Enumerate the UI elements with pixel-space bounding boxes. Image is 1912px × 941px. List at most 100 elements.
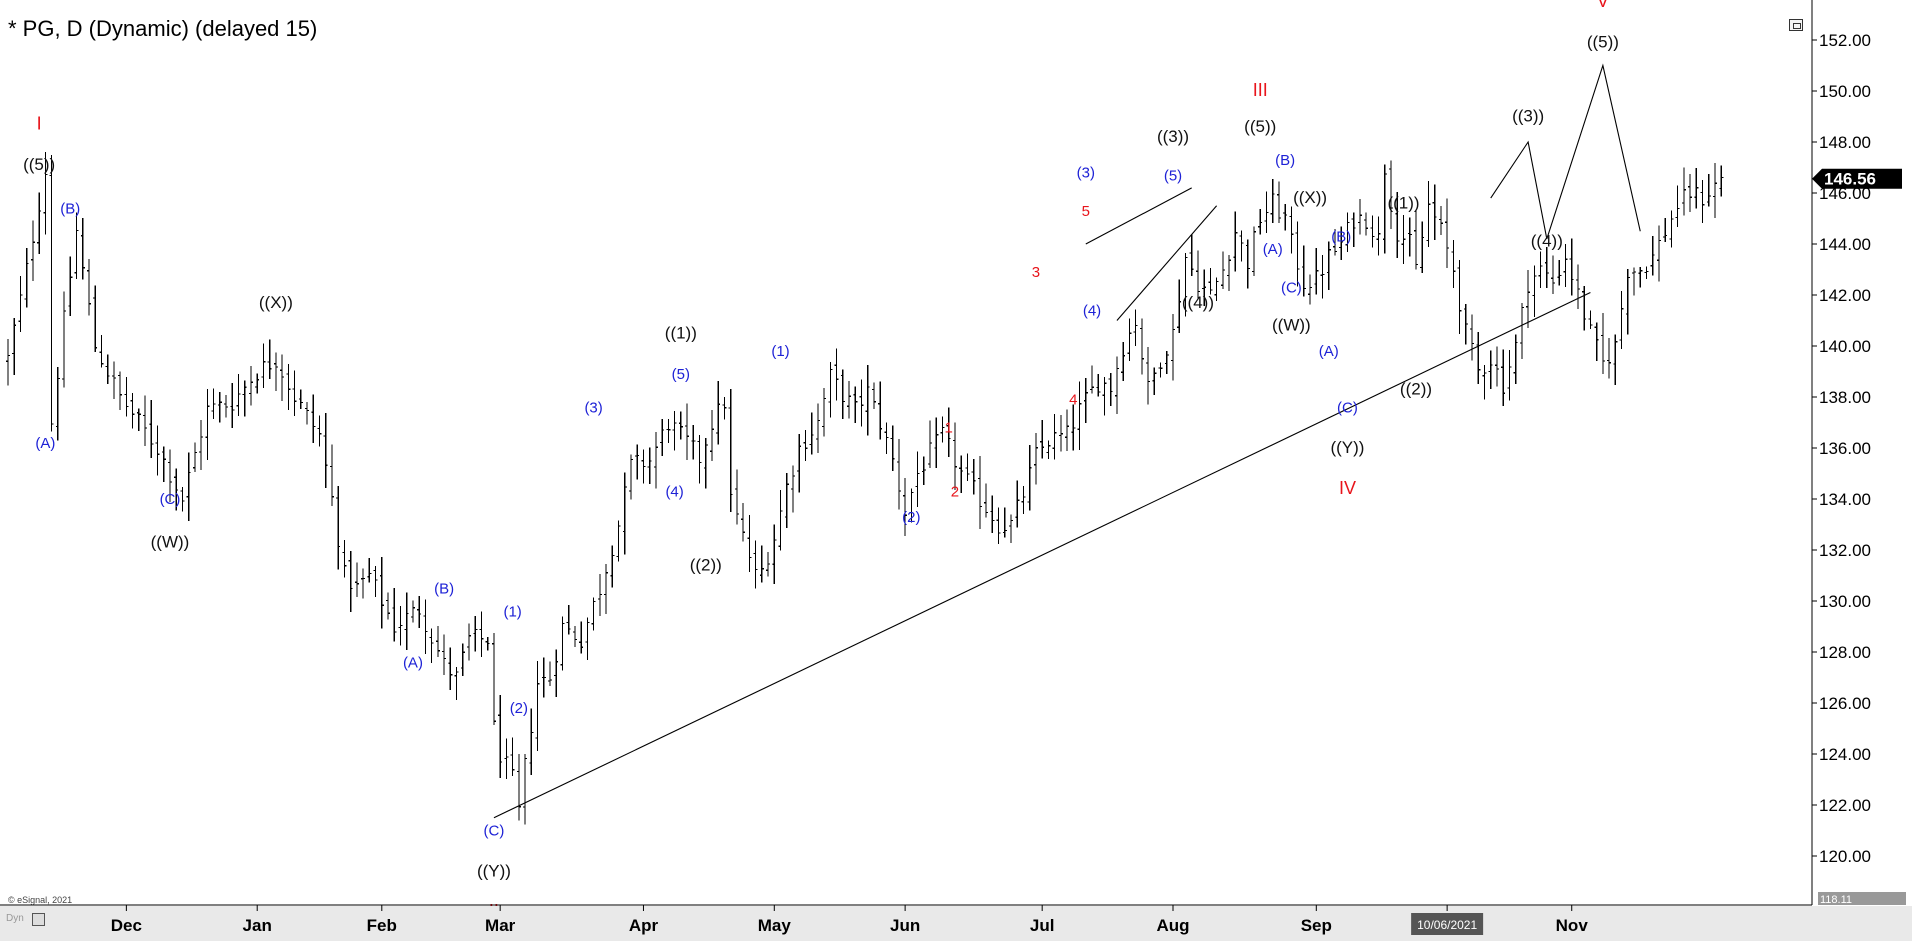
- last-price-marker: [1812, 168, 1902, 189]
- ohlc-bar: [1551, 255, 1556, 294]
- ohlc-bar: [1295, 221, 1300, 287]
- wave-label: (4): [665, 483, 683, 500]
- ohlc-bar: [149, 400, 154, 458]
- ohlc-bar: [523, 753, 528, 825]
- wave-label: ((1)): [1387, 193, 1419, 212]
- ohlc-bar: [1308, 274, 1313, 305]
- price-tick-label: 148.00: [1819, 133, 1871, 152]
- wave-label: (2): [902, 509, 920, 526]
- ohlc-bar: [199, 420, 204, 470]
- ohlc-bar: [429, 628, 434, 663]
- ohlc-bar: [1401, 215, 1406, 265]
- ohlc-bar: [161, 446, 166, 483]
- ohlc-bar: [716, 380, 721, 445]
- ohlc-bar: [1220, 251, 1225, 290]
- ohlc-bar: [136, 408, 141, 432]
- ohlc-bar: [840, 369, 845, 420]
- ohlc-bar: [585, 617, 590, 661]
- ohlc-bar: [80, 217, 85, 280]
- ohlc-bar: [554, 649, 559, 697]
- ohlc-bar: [1245, 239, 1250, 289]
- ohlc-bars: [6, 151, 1724, 825]
- ohlc-bar: [367, 558, 372, 583]
- time-tick-label: Mar: [485, 916, 516, 935]
- ohlc-bar: [591, 597, 596, 631]
- ohlc-bar: [1276, 181, 1281, 223]
- wave-trendlines: [493, 63, 1641, 819]
- ohlc-bar: [1139, 318, 1144, 375]
- time-tick-label: Sep: [1301, 916, 1332, 935]
- time-tick-label: Apr: [629, 916, 659, 935]
- dynamic-toggle-icon[interactable]: [32, 913, 45, 926]
- ohlc-bar: [130, 392, 135, 429]
- price-axis[interactable]: 120.00 122.00 124.00 126.00 128.00 130.00 132.…: [1811, 0, 1906, 906]
- diagonal-channel-line: [1085, 187, 1192, 245]
- ohlc-bar: [1289, 206, 1294, 254]
- wave-label: (A): [35, 435, 55, 452]
- ohlc-bar: [510, 737, 515, 777]
- ohlc-bar: [74, 212, 79, 279]
- wave-label: 5: [1082, 203, 1090, 220]
- ohlc-bar: [273, 352, 278, 391]
- ohlc-bar: [678, 411, 683, 440]
- ohlc-bar: [1202, 269, 1207, 306]
- ohlc-bar: [1413, 210, 1418, 270]
- ohlc-bar: [1420, 221, 1425, 273]
- ohlc-bar: [1071, 404, 1076, 451]
- time-tick-label: Aug: [1156, 916, 1189, 935]
- ohlc-bar: [1694, 168, 1699, 209]
- ohlc-bar: [1607, 338, 1612, 379]
- wave-label: (1): [503, 603, 521, 620]
- wave-label: (A): [403, 654, 423, 671]
- wave-label: ((X)): [259, 293, 293, 312]
- ohlc-bar: [379, 557, 384, 629]
- ohlc-bar: [417, 596, 422, 628]
- price-tick-label: 126.00: [1819, 694, 1871, 713]
- time-tick-label: Feb: [367, 916, 397, 935]
- ohlc-bar: [392, 587, 397, 642]
- wave-label: ((1)): [665, 323, 697, 342]
- time-tick-label: Jul: [1030, 916, 1055, 935]
- ohlc-bar: [1252, 226, 1256, 276]
- ohlc-bar: [1389, 160, 1394, 230]
- ohlc-bar: [317, 415, 322, 447]
- ohlc-bar: [111, 361, 116, 400]
- ohlc-bar: [747, 514, 752, 572]
- ohlc-bar: [1121, 342, 1126, 382]
- window-restore-icon[interactable]: [1789, 19, 1803, 31]
- plot-area[interactable]: [0, 0, 1812, 905]
- time-axis[interactable]: DecJanFebMarAprMayJunJulAugSepOctNov10/0…: [0, 904, 1912, 941]
- ohlc-bar: [1046, 440, 1051, 460]
- ohlc-bar: [410, 600, 415, 623]
- ohlc-bar: [1706, 174, 1711, 207]
- cursor-date-label: 10/06/2021: [1417, 918, 1477, 932]
- ohlc-bar: [1009, 514, 1014, 543]
- ohlc-bar: [896, 438, 901, 510]
- ohlc-bar: [703, 438, 708, 489]
- ohlc-bar: [772, 524, 777, 585]
- ohlc-bar: [766, 552, 771, 577]
- ohlc-bar: [1376, 216, 1381, 256]
- ohlc-bar: [1320, 254, 1325, 299]
- wave-label: ((5)): [1244, 117, 1276, 136]
- ohlc-bar: [1445, 198, 1450, 269]
- wave-label: (4): [1083, 302, 1101, 319]
- ohlc-bar: [952, 422, 957, 491]
- chart-title: * PG, D (Dynamic) (delayed 15): [8, 16, 318, 41]
- wave-label: ((2)): [690, 555, 722, 574]
- ohlc-bar: [1033, 432, 1038, 485]
- wave-label: (5): [1164, 167, 1182, 184]
- cursor-date-box: [1411, 913, 1484, 935]
- ohlc-bar: [853, 386, 858, 424]
- ohlc-bar: [1351, 212, 1356, 248]
- ohlc-bar: [1476, 331, 1481, 384]
- ohlc-bar: [1669, 210, 1674, 248]
- ohlc-bar: [1283, 204, 1288, 231]
- wave-label: I: [37, 113, 42, 133]
- ohlc-bar: [741, 503, 746, 542]
- ohlc-bar: [1688, 173, 1693, 213]
- ohlc-bar: [1040, 419, 1045, 459]
- ohlc-bar: [965, 453, 970, 482]
- ohlc-bar: [1164, 350, 1169, 374]
